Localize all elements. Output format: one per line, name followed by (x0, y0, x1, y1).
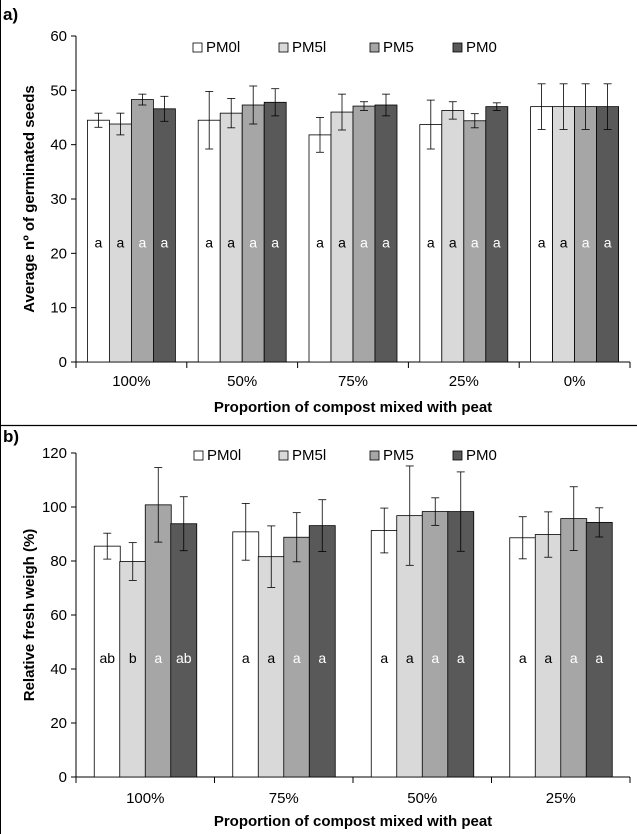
y-tick-label: 60 (50, 607, 67, 624)
significance-letter: a (449, 234, 457, 250)
significance-letter: a (139, 234, 147, 250)
chart-germinated-seeds: a) 0 10 20 30 40 50 60 Average nº of germinated … (3, 5, 631, 416)
significance-letter: a (457, 650, 465, 666)
panel-label: b) (3, 427, 19, 446)
significance-letter: a (493, 234, 501, 250)
legend-swatch (278, 42, 289, 53)
y-axis-title: Average nº of germinated seeds (21, 85, 38, 313)
significance-letter: ab (99, 650, 115, 666)
significance-letter: a (338, 234, 346, 250)
legend-swatch (452, 450, 463, 461)
bar (232, 531, 260, 778)
x-tick-label: 75% (269, 790, 299, 807)
significance-letter: a (538, 234, 546, 250)
significance-letter: a (318, 650, 326, 666)
significance-letter: b (129, 650, 137, 666)
bar (130, 99, 154, 363)
chart-relative-fresh-weigh: b) 0 20 40 60 80 100 120 Relative fresh weigh (%… (3, 427, 631, 830)
significance-letter: a (227, 234, 235, 250)
legend-label: PM0 (466, 447, 497, 464)
legend-swatch (192, 42, 203, 53)
legend-label: PM0l (207, 447, 241, 464)
legend-label: PM0l (206, 39, 240, 56)
x-tick-label: 100% (112, 373, 150, 390)
y-tick-label: 0 (59, 354, 67, 371)
significance-letter: a (544, 650, 552, 666)
significance-letter: a (431, 650, 439, 666)
y-axis-title: Relative fresh weigh (%) (21, 529, 38, 702)
bar (119, 561, 147, 778)
y-tick-label: 120 (42, 445, 67, 462)
bar (257, 556, 285, 778)
significance-letter: a (271, 234, 279, 250)
significance-letter: a (382, 234, 390, 250)
significance-letter: a (582, 234, 590, 250)
bar (421, 511, 449, 778)
x-axis-title: Proportion of compost mixed with peat (214, 813, 492, 830)
significance-letter: a (380, 650, 388, 666)
significance-letter: a (117, 234, 125, 250)
y-tick-label: 40 (50, 661, 67, 678)
x-tick-label: 75% (338, 373, 368, 390)
legend-swatch (278, 450, 289, 461)
significance-letter: a (249, 234, 257, 250)
legend-label: PM5l (292, 39, 326, 56)
y-tick-label: 100 (42, 499, 67, 516)
x-tick-label: 0% (564, 373, 586, 390)
x-tick-label: 50% (227, 373, 257, 390)
significance-letter: a (471, 234, 479, 250)
legend-label: PM5 (383, 39, 414, 56)
significance-letter: a (427, 234, 435, 250)
significance-letter: a (161, 234, 169, 250)
y-tick-label: 30 (50, 191, 67, 208)
significance-letter: ab (176, 650, 192, 666)
y-tick-label: 40 (50, 137, 67, 154)
legend-label: PM0 (466, 39, 497, 56)
significance-letter: a (595, 650, 603, 666)
x-tick-label: 50% (407, 790, 437, 807)
significance-letter: a (406, 650, 414, 666)
y-tick-label: 50 (50, 82, 67, 99)
bar (263, 101, 287, 363)
panel-label: a) (3, 5, 18, 24)
significance-letter: a (154, 650, 162, 666)
x-axis-title: Proportion of compost mixed with peat (214, 399, 492, 416)
legend-swatch (452, 42, 463, 53)
y-tick-label: 20 (50, 715, 67, 732)
y-tick-label: 80 (50, 553, 67, 570)
x-tick-label: 100% (126, 790, 164, 807)
significance-letter: a (560, 234, 568, 250)
y-tick-label: 10 (50, 300, 67, 317)
significance-letter: a (360, 234, 368, 250)
legend-swatch (369, 42, 380, 53)
bar (144, 504, 172, 778)
significance-letter: a (205, 234, 213, 250)
y-tick-label: 20 (50, 245, 67, 262)
legend-label: PM5l (292, 447, 326, 464)
significance-letter: a (570, 650, 578, 666)
significance-letter: a (519, 650, 527, 666)
significance-letter: a (293, 650, 301, 666)
significance-letter: a (95, 234, 103, 250)
significance-letter: a (267, 650, 275, 666)
x-tick-label: 25% (449, 373, 479, 390)
y-tick-label: 60 (50, 28, 67, 45)
significance-letter: a (316, 234, 324, 250)
bar (585, 521, 613, 778)
legend-swatch (193, 450, 204, 461)
significance-letter: a (242, 650, 250, 666)
bar (560, 518, 588, 778)
x-tick-label: 25% (546, 790, 576, 807)
y-tick-label: 0 (59, 769, 67, 786)
legend-label: PM5 (383, 447, 414, 464)
legend-swatch (369, 450, 380, 461)
significance-letter: a (604, 234, 612, 250)
